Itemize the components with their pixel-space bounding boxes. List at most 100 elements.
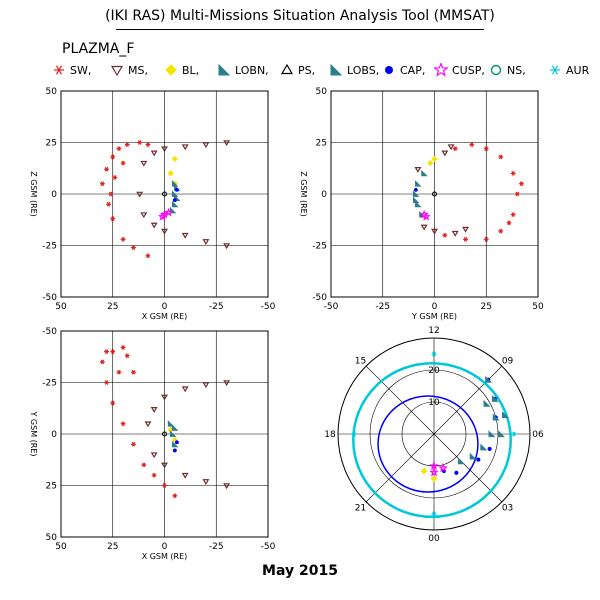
y-axis-label: Y GSM (RE) <box>29 410 38 456</box>
data-point-sw <box>145 142 151 147</box>
data-point-lobs <box>458 457 465 465</box>
data-point-ms <box>431 228 438 235</box>
data-point-ms <box>441 150 449 157</box>
legend-item-sw: SW, <box>52 62 91 78</box>
data-point-lobs <box>167 420 175 427</box>
mlt-tick-label: 09 <box>502 356 514 366</box>
data-point-sw <box>116 369 122 375</box>
right-triangle-icon <box>218 63 231 76</box>
y-tick-label: 25 <box>46 139 57 149</box>
data-point-sw <box>124 353 130 359</box>
data-point-cap <box>175 440 179 445</box>
data-point-ms <box>223 380 231 387</box>
title-underline <box>116 29 484 30</box>
mlt-tick-label: 21 <box>355 504 366 514</box>
circle-filled-icon <box>385 66 393 74</box>
data-point-ms <box>136 191 144 198</box>
data-point-sw <box>498 228 504 234</box>
plot-frame <box>330 90 539 298</box>
data-point-ms <box>223 140 231 147</box>
data-point-sw <box>514 191 520 197</box>
mlt-tick-label: 06 <box>532 430 544 440</box>
x-tick-label: -25 <box>209 542 224 552</box>
triangle-up-icon <box>280 63 294 75</box>
y-tick-label: 50 <box>316 87 328 97</box>
data-point-ms <box>462 226 469 233</box>
data-point-lobs <box>415 200 422 208</box>
data-point-sw <box>108 191 114 197</box>
data-point-sw <box>145 253 151 259</box>
data-point-lobs <box>488 430 496 438</box>
data-point-bl <box>431 155 438 163</box>
x-tick-label: -50 <box>324 302 339 312</box>
data-point-lobs <box>412 190 420 197</box>
x-tick-label: 25 <box>107 302 118 312</box>
y-tick-label: 25 <box>316 139 327 149</box>
data-point-ms <box>150 222 158 229</box>
data-point-cap <box>413 187 418 192</box>
data-point-ms <box>181 386 189 393</box>
data-point-sw <box>110 400 116 406</box>
right-triangle-icon <box>330 63 343 76</box>
data-point-sw <box>100 359 105 365</box>
data-point-lobs <box>171 200 179 208</box>
earth-marker <box>432 191 437 197</box>
x-axis-label: Y GSM (RE) <box>411 312 457 321</box>
data-point-lobs <box>491 394 499 402</box>
plot-frame <box>60 330 269 538</box>
data-point-ms <box>140 212 148 219</box>
data-point-lobs <box>469 452 477 460</box>
mlt-tick-label: 12 <box>428 326 439 336</box>
legend-item-aur: AUR <box>548 62 589 78</box>
data-point-aur <box>431 511 437 517</box>
data-point-ms <box>181 472 189 479</box>
x-tick-label: 0 <box>162 542 168 552</box>
data-point-ms <box>150 452 158 459</box>
legend-label: NS, <box>507 63 526 77</box>
x-tick-label: 50 <box>532 302 544 312</box>
data-point-sw <box>120 345 126 350</box>
y-tick-label: -50 <box>42 293 57 303</box>
legend-label: AUR <box>566 63 590 77</box>
data-point-sw <box>131 441 136 447</box>
data-point-aur <box>431 351 437 357</box>
data-point-bl <box>167 170 174 177</box>
legend-item-ns: NS, <box>489 62 526 78</box>
data-point-ms <box>414 167 422 173</box>
asterisk-icon <box>550 65 560 75</box>
circle-open-icon <box>490 64 502 76</box>
data-point-ms <box>161 462 168 469</box>
mlt-tick-label: 00 <box>428 534 440 544</box>
earth-marker <box>162 191 167 197</box>
legend-item-cap: CAP, <box>382 62 425 78</box>
data-point-lobs <box>421 169 428 177</box>
data-point-sw <box>510 212 516 217</box>
y-tick-label: 0 <box>51 190 57 200</box>
y-tick-label: 50 <box>46 87 58 97</box>
legend-label: LOBS, <box>347 63 380 77</box>
data-point-lobs <box>480 443 488 451</box>
data-point-lobs <box>171 424 179 431</box>
data-point-cusp <box>157 211 167 221</box>
x-tick-label: 25 <box>107 542 118 552</box>
data-point-lobs <box>169 430 177 437</box>
legend-label: LOBN, <box>235 63 269 77</box>
panel-xy-plane: 50 25 0 -25 -50 -50 -25 0 25 50 X GSM (RE) Y GSM (R… <box>29 327 276 561</box>
data-point-sw <box>120 421 126 427</box>
data-point-sw <box>110 349 116 354</box>
y-tick-label: 50 <box>46 533 58 543</box>
chart-subtitle: PLAZMA_F <box>62 41 135 57</box>
data-point-lobs <box>498 430 506 438</box>
triangle-down-icon <box>110 65 124 77</box>
y-tick-label: -25 <box>312 242 327 252</box>
legend-label: BL, <box>182 63 200 77</box>
data-point-cusp <box>164 207 174 217</box>
date-label: May 2015 <box>262 563 338 579</box>
y-axis-label: Z GSM (RE) <box>299 171 308 217</box>
mlt-tick-label: 18 <box>324 430 336 440</box>
data-point-sw <box>106 201 112 207</box>
legend-item-ps: PS, <box>280 62 315 78</box>
data-point-ms <box>447 144 455 151</box>
data-point-sw <box>104 349 109 354</box>
